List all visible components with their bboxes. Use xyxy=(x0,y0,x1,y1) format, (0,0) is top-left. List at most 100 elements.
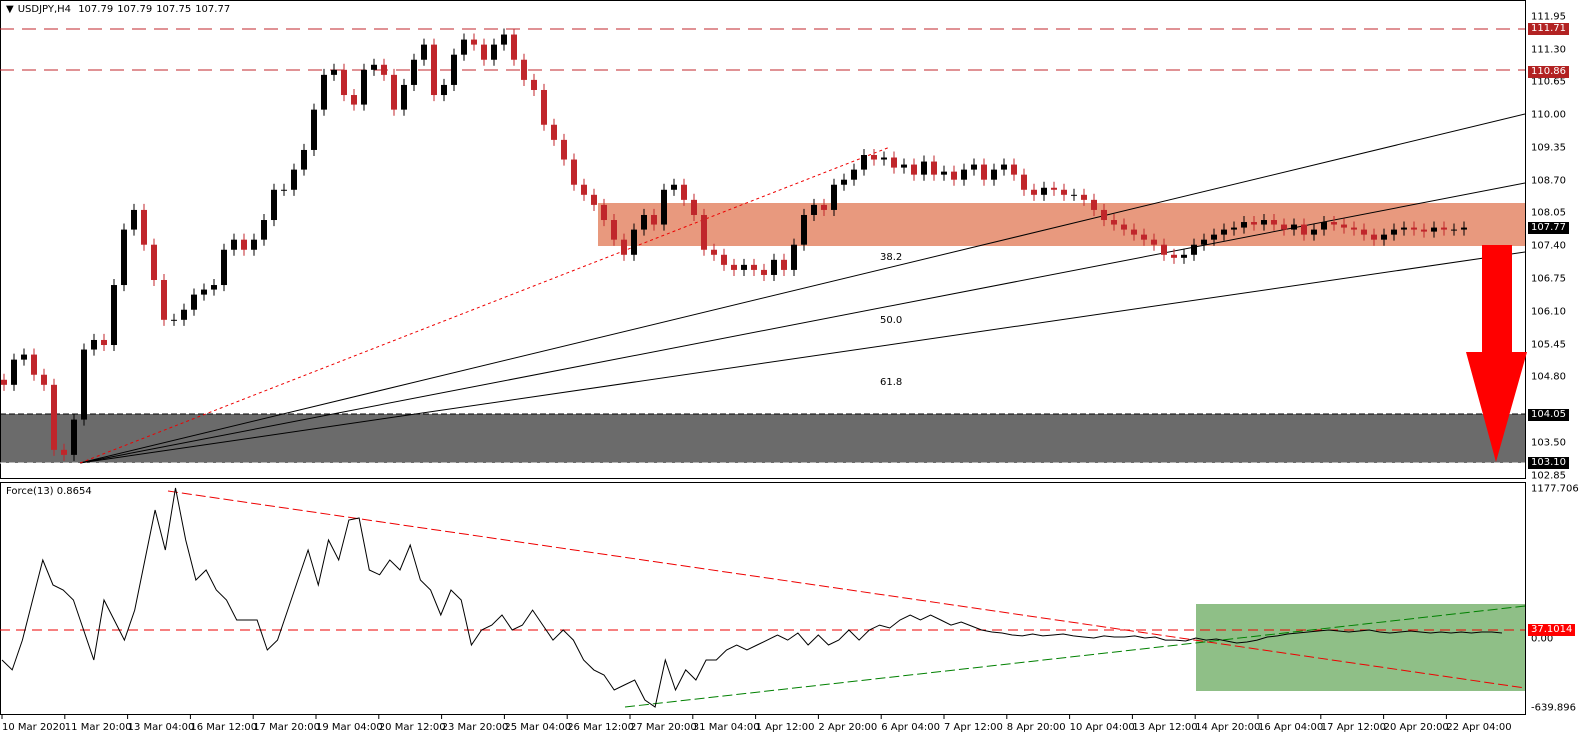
price-tag: 104.05 xyxy=(1528,409,1569,422)
time-label: 8 Apr 20:00 xyxy=(1006,722,1066,733)
price-panel-border xyxy=(0,0,1526,479)
fib-label-38-2: 38.2 xyxy=(880,252,903,263)
force-axis-min: -639.896 xyxy=(1531,702,1576,714)
candle-body xyxy=(1111,220,1117,225)
candle-body xyxy=(1461,227,1467,230)
candle-body xyxy=(771,259,777,275)
price-tag: 103.10 xyxy=(1528,456,1569,469)
candle-body xyxy=(431,44,437,96)
candle-body xyxy=(61,449,67,455)
candle-body xyxy=(1081,194,1087,200)
candle-body xyxy=(1121,224,1127,230)
candle-body xyxy=(911,164,917,175)
candle-body xyxy=(1001,164,1007,170)
candle-body xyxy=(281,189,287,191)
candle-body xyxy=(1151,239,1157,245)
candle-body xyxy=(971,164,977,170)
candle-body xyxy=(111,285,117,346)
high-value: 107.79 xyxy=(117,4,153,15)
candles xyxy=(1,28,1467,461)
candle-body xyxy=(551,124,557,140)
candle-body xyxy=(731,264,737,270)
price-tick: 111.95 xyxy=(1531,11,1566,23)
force-panel-border xyxy=(0,482,1526,715)
candle-body xyxy=(781,259,787,270)
time-label: 1 Apr 12:00 xyxy=(755,722,815,733)
candle-body xyxy=(571,159,577,185)
candle-body xyxy=(151,244,157,280)
candle-body xyxy=(1421,229,1427,232)
candle-body xyxy=(1051,187,1057,190)
candle-body xyxy=(131,209,137,230)
candle-body xyxy=(201,289,207,295)
time-label: 10 Apr 04:00 xyxy=(1069,722,1135,733)
chart-title[interactable]: ▼ USDJPY,H4 107.79 107.79 107.75 107.77 xyxy=(6,4,234,15)
candle-body xyxy=(1161,244,1167,255)
fib-fan-61-8 xyxy=(79,251,1526,464)
candle-body xyxy=(341,69,347,96)
candle-body xyxy=(1131,229,1137,235)
price-tick: 105.45 xyxy=(1531,339,1566,350)
candle-body xyxy=(451,54,457,85)
candle-body xyxy=(711,249,717,255)
candle-body xyxy=(411,59,417,85)
candle-body xyxy=(331,69,337,75)
candle-body xyxy=(871,155,877,160)
time-label: 22 Apr 04:00 xyxy=(1446,722,1512,733)
candle-body xyxy=(11,359,17,385)
candle-body xyxy=(1141,234,1147,240)
candle-body xyxy=(491,44,497,60)
fib-fan-38-2 xyxy=(79,113,1526,464)
candle-body xyxy=(1201,239,1207,245)
candle-body xyxy=(1231,227,1237,230)
candle-body xyxy=(1101,209,1107,221)
force-level-tag: 37.1014 xyxy=(1528,624,1576,636)
candle-body xyxy=(661,189,667,225)
force-axis-max: 1177.706 xyxy=(1531,483,1579,495)
candle-body xyxy=(321,74,327,110)
time-label: 17 Apr 12:00 xyxy=(1320,722,1386,733)
candle-body xyxy=(951,171,957,180)
candle-body xyxy=(791,244,797,270)
candle-body xyxy=(701,214,707,250)
price-tag: 111.71 xyxy=(1528,23,1569,35)
candle-body xyxy=(691,199,697,215)
candle-body xyxy=(681,184,687,200)
candle-body xyxy=(641,214,647,230)
candle-body xyxy=(361,69,367,105)
candle-body xyxy=(41,374,47,385)
time-label: 13 Mar 04:00 xyxy=(127,722,195,733)
time-label: 20 Mar 12:00 xyxy=(378,722,446,733)
candle-body xyxy=(171,319,177,321)
time-label: 16 Mar 12:00 xyxy=(190,722,258,733)
candle-body xyxy=(1451,229,1457,231)
candle-body xyxy=(1071,194,1077,196)
candle-body xyxy=(1311,229,1317,235)
candle-body xyxy=(291,169,297,190)
candle-body xyxy=(1031,189,1037,195)
candle-body xyxy=(1281,224,1287,230)
fib-label-50-0: 50.0 xyxy=(880,315,903,326)
time-label: 13 Apr 12:00 xyxy=(1132,722,1198,733)
candle-body xyxy=(421,44,427,60)
time-label: 10 Mar 2020 xyxy=(2,722,66,733)
time-label: 17 Mar 20:00 xyxy=(253,722,320,733)
price-tick: 106.75 xyxy=(1531,273,1566,285)
price-tick: 108.70 xyxy=(1531,175,1566,187)
candle-body xyxy=(601,204,607,221)
candle-body xyxy=(821,204,827,210)
candle-body xyxy=(511,34,517,60)
candle-body xyxy=(461,39,467,55)
candle-body xyxy=(211,285,217,290)
candle-body xyxy=(851,169,857,180)
price-tick: 107.40 xyxy=(1531,240,1566,252)
candle-body xyxy=(941,171,947,175)
candle-body xyxy=(311,109,317,150)
time-label: 14 Apr 20:00 xyxy=(1195,722,1261,733)
candle-body xyxy=(81,349,87,420)
triangle-down-icon[interactable]: ▼ xyxy=(6,4,14,15)
price-tag: 107.77 xyxy=(1528,221,1569,234)
candle-body xyxy=(981,164,987,180)
candle-body xyxy=(861,155,867,170)
price-tick: 104.80 xyxy=(1531,371,1566,383)
